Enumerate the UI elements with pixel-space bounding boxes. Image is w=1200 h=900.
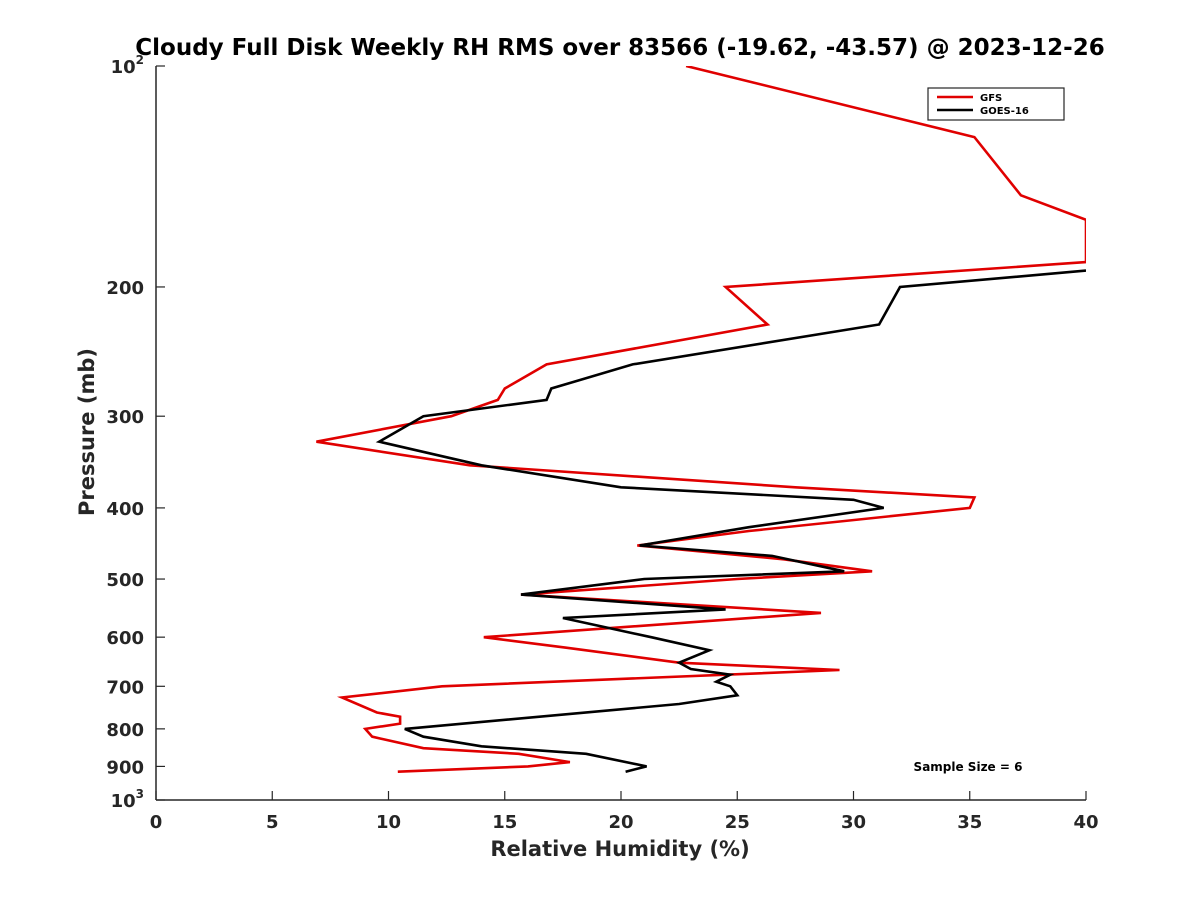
x-axis-label: Relative Humidity (%) xyxy=(490,837,749,861)
x-tick-label: 10 xyxy=(376,812,401,833)
y-tick-label: 300 xyxy=(106,407,144,428)
y-tick-label: 800 xyxy=(106,720,144,741)
y-tick-label-base: 10 xyxy=(111,791,136,812)
x-tick-label: 35 xyxy=(957,812,982,833)
y-tick-label: 400 xyxy=(106,499,144,520)
x-tick-label: 25 xyxy=(725,812,750,833)
y-tick-label-exponent: 3 xyxy=(136,787,144,801)
legend: GFS GOES-16 xyxy=(927,87,1065,121)
series-line-gfs xyxy=(316,66,1086,773)
x-tick-label: 5 xyxy=(266,812,279,833)
chart-title: Cloudy Full Disk Weekly RH RMS over 8356… xyxy=(135,35,1104,61)
y-tick-label: 600 xyxy=(106,628,144,649)
series-line-goes16 xyxy=(375,269,1086,773)
x-tick-label: 30 xyxy=(841,812,866,833)
sample-size-annotation: Sample Size = 6 xyxy=(914,760,1023,774)
legend-box xyxy=(927,87,1065,121)
x-tick-label: 20 xyxy=(608,812,633,833)
y-tick-label: 700 xyxy=(106,677,144,698)
y-axis-label: Pressure (mb) xyxy=(75,348,99,516)
y-tick-label: 900 xyxy=(106,757,144,778)
y-tick-label: 500 xyxy=(106,570,144,591)
y-tick-label: 200 xyxy=(106,278,144,299)
x-tick-label: 15 xyxy=(492,812,517,833)
y-tick-label-exponent: 2 xyxy=(136,53,144,67)
legend-label-gfs: GFS xyxy=(980,93,1002,104)
x-tick-label: 0 xyxy=(150,812,163,833)
plot-area: 0 5 10 15 20 25 30 35 40102200300400500600700800… xyxy=(106,53,1098,833)
y-tick-label-base: 10 xyxy=(111,57,136,78)
legend-label-goes16: GOES-16 xyxy=(980,106,1029,117)
y-tick-label: 102 xyxy=(111,53,144,78)
x-tick-label: 40 xyxy=(1073,812,1098,833)
y-tick-label: 103 xyxy=(111,787,144,812)
